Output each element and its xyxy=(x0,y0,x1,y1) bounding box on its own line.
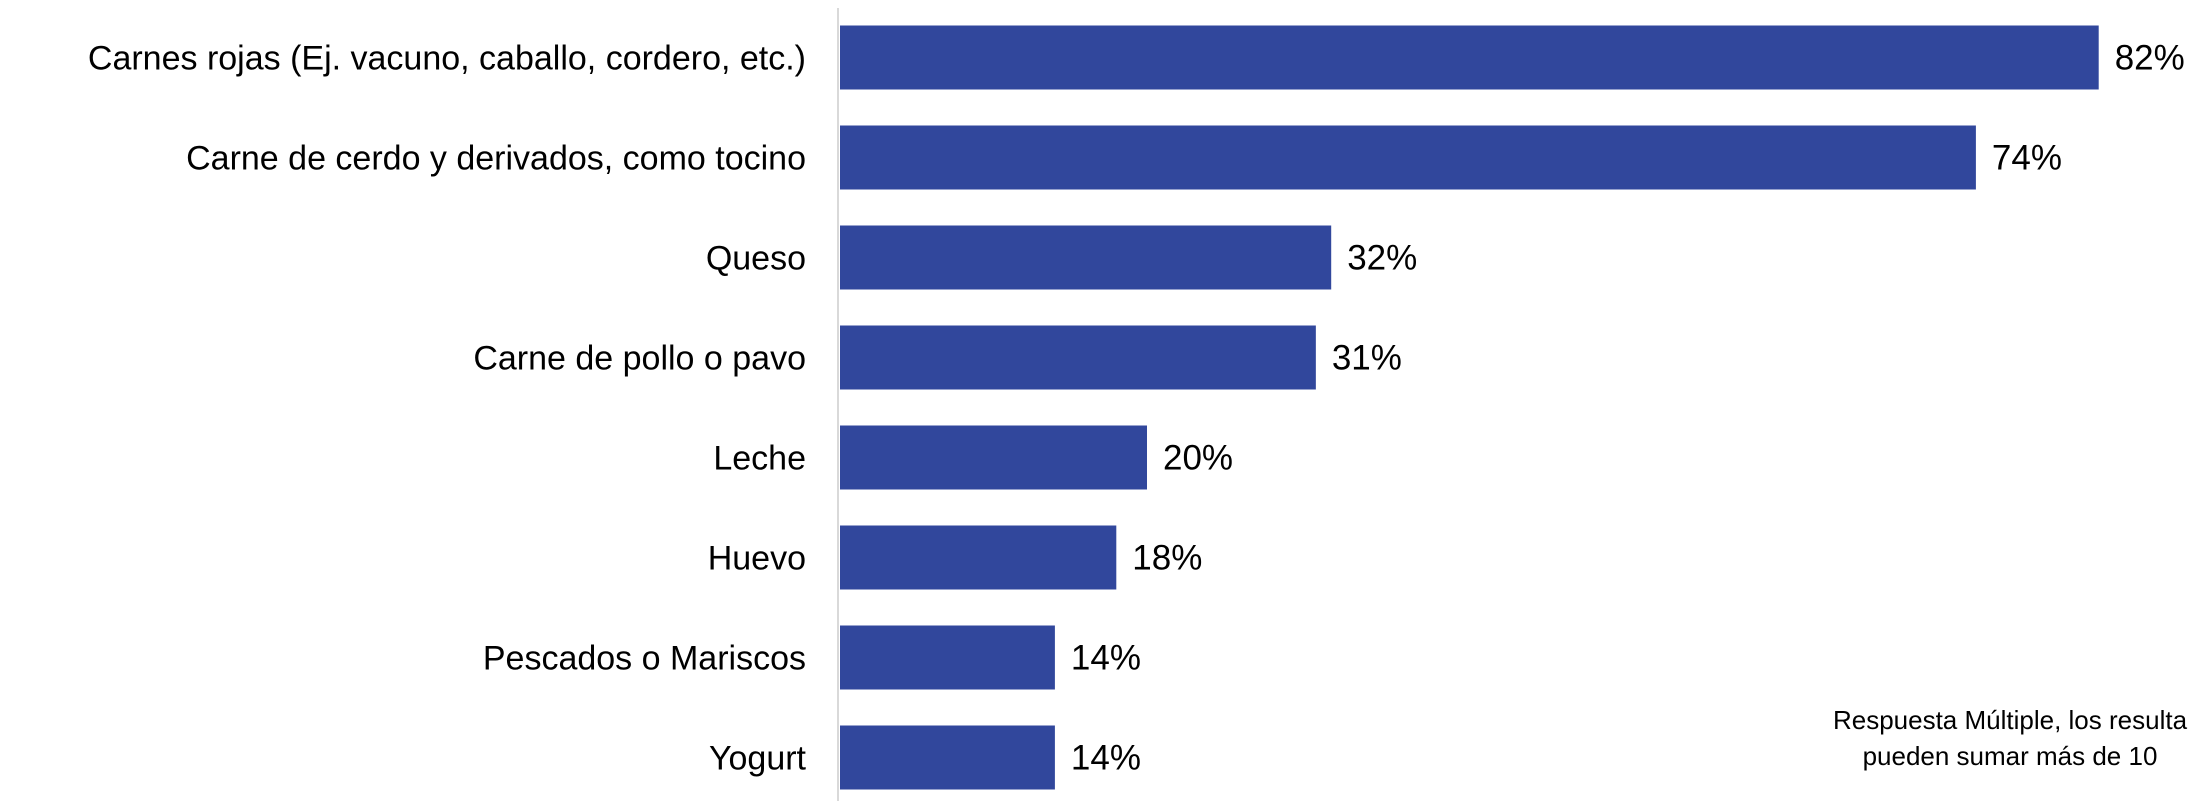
bar xyxy=(840,625,1055,690)
value-label: 14% xyxy=(1071,739,1141,778)
category-label: Pescados o Mariscos xyxy=(483,640,806,678)
bar xyxy=(840,25,2099,90)
bar xyxy=(840,525,1117,590)
bar xyxy=(840,425,1147,490)
category-label: Yogurt xyxy=(709,740,807,778)
footnote-line-2: pueden sumar más de 10 xyxy=(1862,741,2158,771)
value-label: 31% xyxy=(1332,339,1402,378)
footnote-line-1: Respuesta Múltiple, los resulta xyxy=(1832,705,2188,735)
category-label: Carne de cerdo y derivados, como tocino xyxy=(186,140,806,178)
value-label: 82% xyxy=(2115,39,2185,78)
category-label: Huevo xyxy=(708,540,806,578)
bar xyxy=(840,325,1316,390)
value-label: 20% xyxy=(1163,439,1233,478)
bar xyxy=(840,725,1055,790)
category-label: Carnes rojas (Ej. vacuno, caballo, corde… xyxy=(88,40,806,78)
bars-group: Carnes rojas (Ej. vacuno, caballo, corde… xyxy=(88,25,2185,790)
category-label: Queso xyxy=(706,240,806,278)
bar xyxy=(840,225,1332,290)
value-label: 32% xyxy=(1347,239,1417,278)
value-label: 18% xyxy=(1132,539,1202,578)
bar xyxy=(840,125,1976,190)
category-label: Carne de pollo o pavo xyxy=(473,340,806,378)
category-label: Leche xyxy=(713,440,806,478)
footnote: Respuesta Múltiple, los resulta pueden s… xyxy=(1790,702,2206,774)
value-label: 14% xyxy=(1071,639,1141,678)
value-label: 74% xyxy=(1992,139,2062,178)
